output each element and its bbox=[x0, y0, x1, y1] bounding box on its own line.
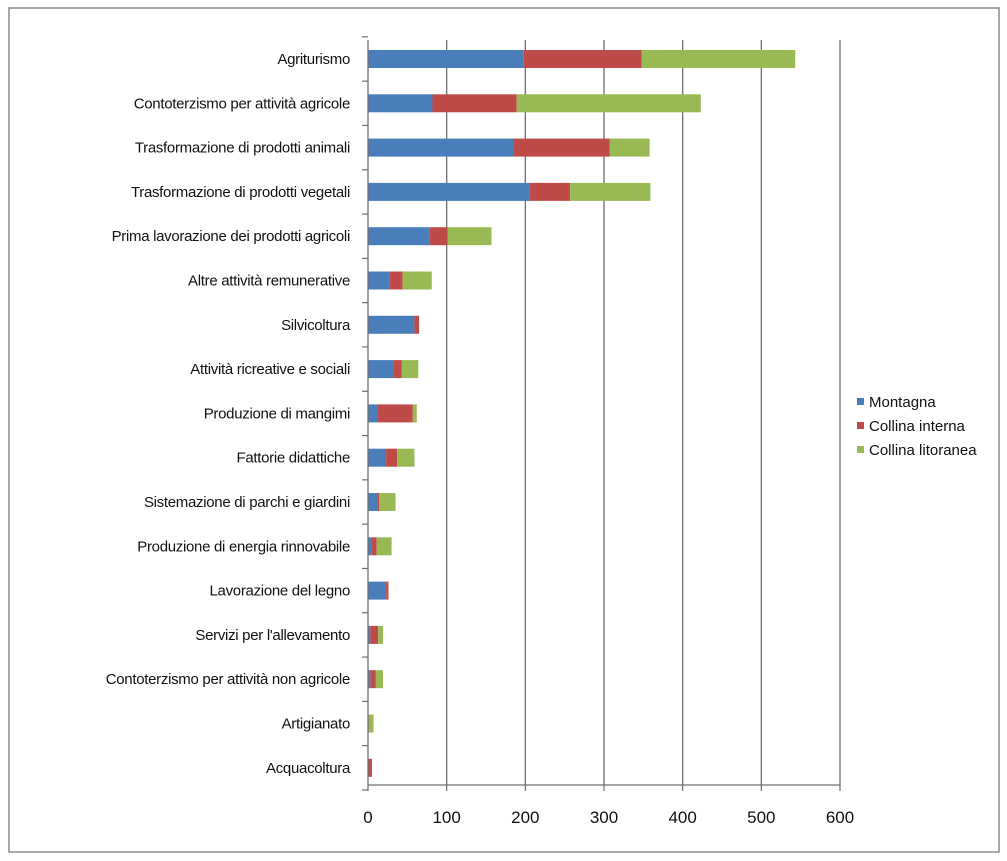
category-label: Silvicoltura bbox=[281, 317, 351, 334]
category-label: Contoterzismo per attività agricole bbox=[134, 95, 350, 112]
bar-segment bbox=[641, 50, 796, 68]
bar-segment bbox=[368, 714, 374, 733]
bar-segment bbox=[401, 360, 419, 379]
bar-segment bbox=[371, 537, 377, 556]
bar-segment bbox=[377, 493, 380, 511]
bar-segment bbox=[368, 625, 371, 644]
bar-segment bbox=[368, 271, 390, 290]
bar-segment bbox=[609, 138, 650, 157]
bar-segment bbox=[375, 670, 383, 689]
category-label: Sistemazione di parchi e giardini bbox=[144, 494, 350, 511]
bar-segment bbox=[386, 448, 398, 467]
bar-segment bbox=[368, 404, 378, 423]
bar-segment bbox=[368, 537, 372, 556]
bar-segment bbox=[368, 448, 387, 467]
legend-label: Collina litoranea bbox=[869, 442, 977, 459]
bar-segment bbox=[397, 448, 415, 467]
category-label: Contoterzismo per attività non agricole bbox=[106, 671, 350, 688]
bar-segment bbox=[377, 404, 413, 423]
category-label: Acquacoltura bbox=[266, 760, 351, 777]
category-label: Produzione di energia rinnovabile bbox=[137, 538, 350, 555]
bar-segment bbox=[529, 182, 571, 201]
bar-segment bbox=[368, 182, 530, 201]
category-label: Attività ricreative e sociali bbox=[190, 361, 350, 378]
category-label: Artigianato bbox=[282, 716, 350, 733]
category-label: Agriturismo bbox=[277, 51, 350, 68]
x-tick-label: 400 bbox=[668, 808, 696, 827]
x-tick-label: 300 bbox=[590, 808, 618, 827]
legend-swatch bbox=[857, 398, 864, 405]
bar-segment bbox=[368, 493, 378, 511]
bar-segment bbox=[368, 315, 415, 334]
bar-segment bbox=[368, 360, 394, 379]
category-label: Altre attività remunerative bbox=[188, 273, 350, 290]
bar-segment bbox=[516, 94, 701, 113]
bar-segment bbox=[379, 493, 396, 511]
chart-border bbox=[8, 7, 1000, 853]
bar-segment bbox=[368, 94, 433, 113]
bar-segment bbox=[523, 50, 642, 68]
bar-segment bbox=[368, 227, 430, 246]
bar-segment bbox=[432, 94, 517, 113]
legend-label: Collina interna bbox=[869, 418, 966, 435]
bar-segment bbox=[368, 581, 387, 600]
bars bbox=[368, 50, 796, 777]
bar-segment bbox=[402, 271, 432, 290]
category-label: Servizi per l'allevamento bbox=[195, 627, 350, 644]
category-label: Produzione di mangimi bbox=[204, 405, 350, 422]
legend-swatch bbox=[857, 422, 864, 429]
category-label: Trasformazione di prodotti vegetali bbox=[131, 184, 350, 201]
category-label: Fattorie didattiche bbox=[236, 450, 350, 467]
bar-segment bbox=[570, 182, 651, 201]
x-tick-label: 500 bbox=[747, 808, 775, 827]
bar-segment bbox=[370, 670, 376, 689]
bar-segment bbox=[412, 404, 417, 423]
bar-segment bbox=[370, 625, 379, 644]
bar-segment bbox=[447, 227, 492, 246]
bar-segment bbox=[378, 625, 383, 644]
bar-segment bbox=[386, 581, 389, 600]
category-label: Lavorazione del legno bbox=[210, 583, 350, 600]
category-label: Prima lavorazione dei prodotti agricoli bbox=[112, 228, 350, 245]
category-label: Trasformazione di prodotti animali bbox=[135, 140, 350, 157]
x-tick-label: 100 bbox=[432, 808, 460, 827]
bar-segment bbox=[376, 537, 392, 556]
legend-label: Montagna bbox=[869, 394, 936, 411]
bar-segment bbox=[368, 50, 524, 68]
bar-segment bbox=[513, 138, 610, 157]
bar-segment bbox=[389, 271, 403, 290]
bar-segment bbox=[393, 360, 402, 379]
bar-segment bbox=[368, 670, 371, 689]
x-tick-label: 200 bbox=[511, 808, 539, 827]
bar-segment bbox=[414, 315, 420, 334]
bar-segment bbox=[368, 758, 372, 777]
legend: Montagna Collina interna Collina litoranea bbox=[857, 394, 977, 459]
legend-swatch bbox=[857, 446, 864, 453]
x-tick-label: 0 bbox=[363, 808, 372, 827]
bar-segment bbox=[368, 138, 514, 157]
gridlines bbox=[446, 40, 841, 785]
x-tick-label: 600 bbox=[826, 808, 854, 827]
bar-segment bbox=[429, 227, 448, 246]
axes: Agriturismo Contoterzismo per attività ag… bbox=[106, 36, 854, 827]
